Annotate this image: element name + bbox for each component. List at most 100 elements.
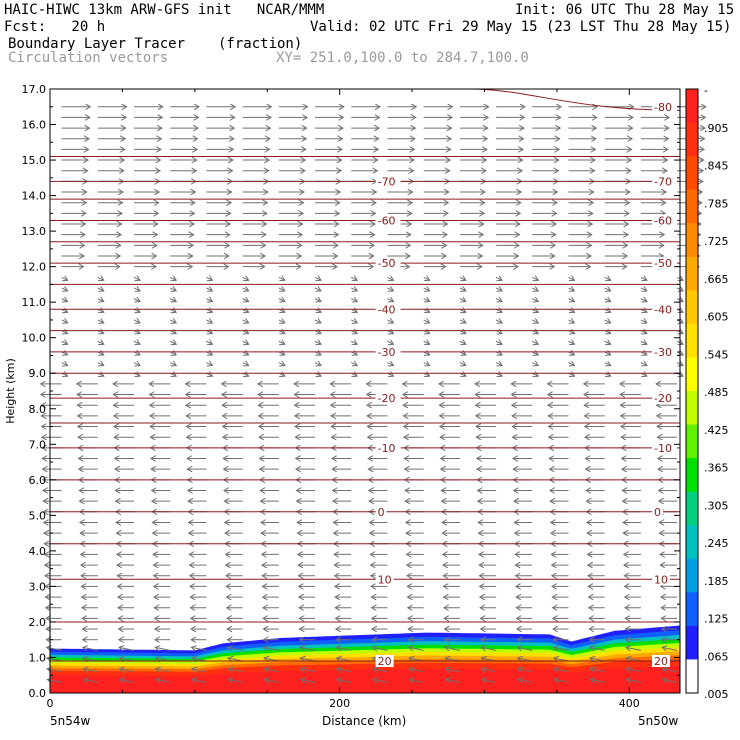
wind-vector-627 — [604, 320, 611, 323]
colorbar-label-16: .005 — [704, 688, 729, 701]
wind-vector-10 — [409, 679, 424, 682]
y-tick-label-15: 15.0 — [22, 154, 47, 167]
wind-vector-66 — [481, 647, 497, 650]
y-tick-label-13: 13.0 — [22, 225, 47, 238]
wind-vector-31 — [518, 669, 533, 672]
wind-vector-613 — [97, 320, 104, 323]
wind-vector-14 — [554, 679, 569, 682]
header-title: HAIC-HIWC 13km ARW-GFS init NCAR/MMM — [4, 2, 325, 18]
wind-vector-696 — [495, 277, 502, 280]
wind-vector-62 — [336, 647, 352, 650]
contour-label-8-0: 0 — [378, 506, 385, 519]
wind-vector-540 — [61, 363, 68, 366]
wind-vector-592 — [640, 341, 647, 344]
wind-vector-34 — [626, 669, 641, 672]
colorbar-swatch-16 — [686, 625, 698, 660]
colorbar-swatch-9 — [686, 391, 698, 426]
colorbar-swatch-0 — [686, 89, 698, 124]
x-tick-label-0: 0 — [47, 697, 54, 710]
colorbar-label-10: .365 — [704, 462, 729, 475]
y-tick-label-5: 5.0 — [29, 509, 47, 522]
wind-vector-551 — [459, 363, 466, 366]
y-tick-label-7: 7.0 — [29, 438, 47, 451]
plot-frame — [49, 88, 681, 694]
wind-vector-15 — [590, 679, 605, 682]
section-start-label: 5n54w — [50, 714, 91, 728]
wind-vector-584 — [351, 341, 357, 344]
wind-vector-11 — [446, 679, 460, 682]
contour-label-2-0: -60 — [378, 214, 396, 227]
wind-vector-26 — [337, 669, 352, 672]
wind-vector-29 — [445, 669, 460, 672]
y-tick-label-0: 0.0 — [29, 687, 47, 700]
wind-vector-617 — [242, 320, 249, 323]
contour-label-7-0: -10 — [378, 442, 396, 455]
wind-vector-64 — [409, 647, 424, 650]
wind-vector-6 — [265, 679, 279, 682]
wind-vector-55 — [83, 647, 98, 650]
wind-vector-69 — [590, 647, 605, 650]
contour-label-10-1: 20 — [654, 655, 668, 668]
colorbar-swatch-10 — [686, 424, 698, 459]
section-end-label: 5n50w — [638, 714, 679, 728]
wind-vector-5 — [228, 679, 243, 682]
wind-vector-678 — [495, 288, 502, 291]
wind-vector-67 — [517, 647, 533, 650]
colorbar-swatch-11 — [686, 458, 698, 493]
wind-vector-624 — [495, 320, 502, 323]
wind-vector-656 — [351, 299, 357, 302]
wind-vector-615 — [169, 320, 176, 323]
y-tick-label-10: 10.0 — [22, 332, 47, 345]
wind-vector-688 — [206, 277, 212, 280]
field-units: (fraction) — [218, 36, 303, 52]
colorbar-label-13: .185 — [704, 575, 729, 588]
colorbar-swatch-12 — [686, 491, 698, 526]
wind-vector-620 — [351, 320, 357, 323]
wind-vector-54 — [47, 647, 62, 650]
wind-vector-700 — [640, 277, 647, 280]
wind-vector-680 — [568, 288, 574, 291]
contour-label-7-1: -10 — [654, 442, 672, 455]
y-axis-label: Height (km) — [4, 358, 17, 424]
wind-vector-20 — [120, 669, 135, 672]
wind-vector-651 — [169, 299, 176, 302]
wind-vector-621 — [387, 320, 393, 323]
wind-vector-626 — [568, 320, 574, 323]
y-tick-label-17: 17.0 — [22, 83, 47, 96]
contour-line-0 — [469, 88, 681, 111]
wind-vector-544 — [206, 363, 212, 366]
wind-vector-654 — [278, 299, 285, 302]
wind-vector-586 — [423, 341, 430, 344]
colorbar-label-0: - — [704, 84, 708, 97]
wind-vector-28 — [409, 669, 424, 672]
wind-vector-61 — [300, 647, 316, 650]
colorbar-swatch-4 — [686, 223, 698, 258]
y-tick-label-6: 6.0 — [29, 474, 47, 487]
wind-vector-32 — [554, 669, 569, 672]
wind-vector-657 — [387, 299, 393, 302]
wind-vector-691 — [314, 277, 321, 280]
y-tick-label-12: 12.0 — [22, 261, 47, 274]
contour-label-3-1: -50 — [654, 257, 672, 270]
wind-vector-667 — [97, 288, 104, 291]
wind-vector-2 — [120, 679, 135, 682]
y-tick-label-3: 3.0 — [29, 580, 47, 593]
wind-vector-583 — [314, 341, 321, 344]
wind-vector-65 — [445, 647, 460, 650]
wind-vector-672 — [278, 288, 285, 291]
colorbar-label-7: .545 — [704, 348, 729, 361]
colorbar-swatch-14 — [686, 558, 698, 593]
y-tick-label-16: 16.0 — [22, 119, 47, 132]
wind-vector-695 — [459, 277, 466, 280]
wind-vector-676 — [423, 288, 430, 291]
wind-vector-689 — [242, 277, 249, 280]
header-init-time: Init: 06 UTC Thu 28 May 15 — [515, 2, 735, 18]
contour-label-0-1: -80 — [654, 101, 672, 114]
colorbar-label-9: .425 — [704, 424, 729, 437]
wind-vector-699 — [604, 277, 611, 280]
wind-vector-12 — [482, 679, 497, 682]
wind-vector-694 — [423, 277, 430, 280]
wind-vector-669 — [169, 288, 176, 291]
wind-vector-664 — [640, 299, 647, 302]
